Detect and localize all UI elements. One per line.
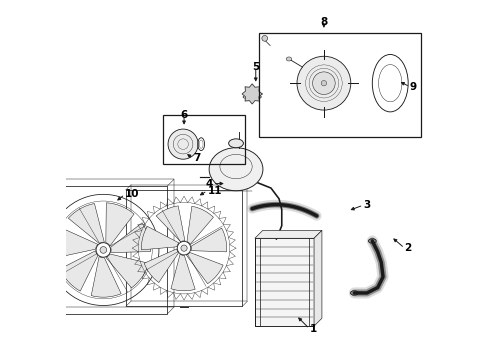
- Bar: [255, 238, 314, 326]
- Text: 2: 2: [405, 243, 412, 253]
- Text: 11: 11: [207, 186, 222, 196]
- Polygon shape: [91, 256, 121, 297]
- Text: 8: 8: [320, 17, 327, 27]
- Polygon shape: [186, 252, 223, 284]
- Polygon shape: [314, 230, 322, 326]
- Polygon shape: [191, 228, 227, 252]
- Polygon shape: [111, 223, 150, 253]
- Bar: [309, 238, 314, 326]
- Text: 6: 6: [180, 111, 188, 121]
- Text: 4: 4: [205, 179, 213, 189]
- Polygon shape: [156, 206, 185, 242]
- Ellipse shape: [209, 148, 263, 191]
- Bar: [255, 238, 260, 326]
- Text: 10: 10: [125, 189, 139, 199]
- Circle shape: [168, 129, 198, 159]
- Polygon shape: [255, 230, 322, 238]
- Polygon shape: [60, 251, 98, 291]
- Polygon shape: [106, 203, 134, 246]
- Bar: [33, 279, 37, 285]
- Text: 5: 5: [252, 62, 259, 72]
- Bar: [33, 228, 37, 234]
- Text: 3: 3: [364, 200, 370, 210]
- Ellipse shape: [243, 94, 261, 99]
- Ellipse shape: [229, 139, 244, 148]
- Polygon shape: [144, 249, 178, 283]
- Polygon shape: [142, 226, 179, 250]
- Bar: [163, 116, 245, 164]
- Polygon shape: [106, 254, 148, 288]
- Text: 1: 1: [310, 324, 317, 334]
- Polygon shape: [171, 254, 195, 291]
- Polygon shape: [242, 84, 262, 104]
- Circle shape: [321, 81, 326, 86]
- Text: 9: 9: [410, 82, 417, 92]
- Polygon shape: [187, 206, 214, 244]
- Polygon shape: [56, 228, 98, 257]
- Circle shape: [181, 245, 187, 251]
- Ellipse shape: [286, 57, 292, 61]
- Circle shape: [262, 36, 268, 41]
- Circle shape: [100, 247, 107, 253]
- Bar: [259, 33, 421, 137]
- Circle shape: [313, 72, 335, 94]
- Text: 7: 7: [193, 153, 200, 163]
- Polygon shape: [68, 203, 104, 243]
- Circle shape: [297, 56, 351, 110]
